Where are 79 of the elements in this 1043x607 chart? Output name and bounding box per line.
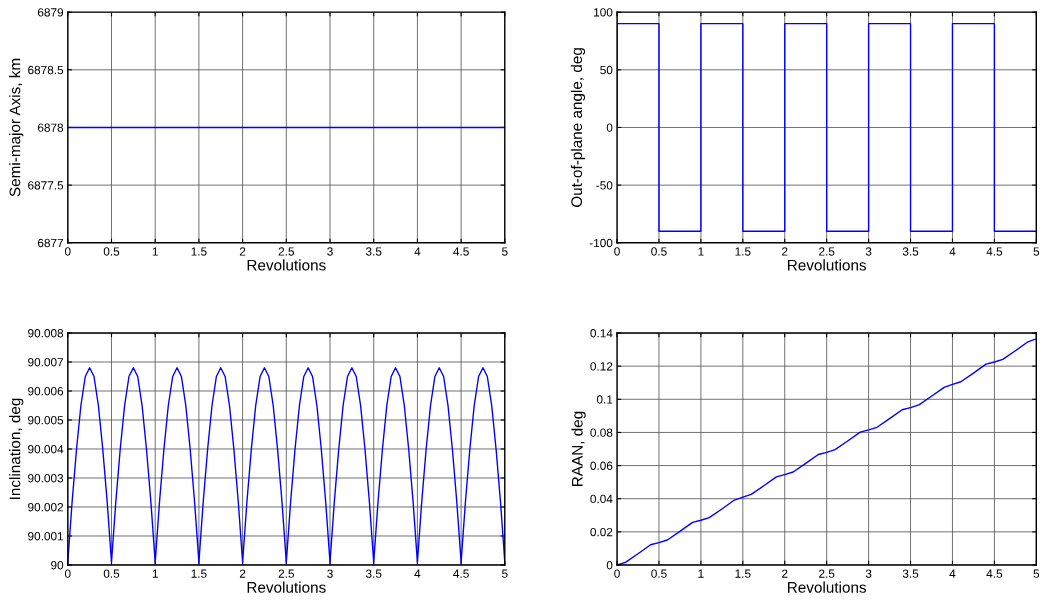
y-tick-label: 0.1	[596, 395, 613, 404]
x-tick-label: 3	[327, 569, 333, 578]
y-tick-label: 90.007	[28, 358, 64, 367]
y-tick-label: 0.12	[590, 362, 613, 371]
x-tick-label: 0	[64, 247, 71, 256]
x-tick-label: 4	[414, 247, 421, 256]
x-axis-title: Revolutions	[247, 581, 326, 593]
x-axis-title: Revolutions	[788, 259, 867, 271]
y-tick-label: 0.02	[590, 527, 613, 537]
x-tick-label: 4.5	[453, 569, 469, 578]
x-tick-label: 5	[1033, 569, 1040, 578]
y-tick-label: 6877.5	[28, 181, 64, 190]
x-tick-label: 3	[865, 247, 872, 256]
x-tick-label: 1.5	[735, 569, 751, 578]
x-tick-label: 3.5	[365, 569, 382, 578]
x-axis-title: Revolutions	[247, 259, 326, 271]
y-axis-title: Inclination, deg	[9, 398, 24, 499]
x-tick-label: 0.5	[651, 247, 667, 256]
y-tick-label: -50	[596, 181, 613, 190]
y-tick-label: 0.06	[590, 461, 613, 470]
x-tick-label: 3	[327, 247, 333, 256]
y-tick-label: -100	[589, 238, 613, 248]
x-tick-label: 5	[502, 569, 508, 578]
y-tick-label: 50	[600, 65, 613, 75]
y-tick-label: 6878.5	[28, 65, 64, 75]
x-tick-label: 2.5	[278, 247, 295, 256]
x-tick-label: 4	[949, 247, 956, 256]
x-tick-label: 5	[502, 247, 508, 256]
y-tick-label: 90.005	[28, 416, 64, 425]
x-axis-title: Revolutions	[788, 581, 867, 593]
y-tick-label: 100	[594, 8, 613, 17]
x-tick-label: 5	[1033, 247, 1040, 256]
x-tick-label: 2	[239, 247, 246, 256]
y-tick-label: 90.002	[28, 503, 64, 512]
y-tick-label: 0.14	[590, 329, 613, 338]
y-axis-title: Semi-major Axis, km	[9, 58, 24, 197]
x-tick-label: 0	[64, 569, 71, 578]
y-tick-label: 90.001	[28, 532, 64, 541]
y-tick-label: 90.008	[28, 329, 64, 338]
x-tick-label: 4	[414, 569, 421, 578]
x-tick-label: 1	[152, 247, 158, 256]
x-tick-label: 4	[949, 569, 956, 578]
y-tick-label: 6879	[37, 8, 64, 17]
y-tick-label: 0	[606, 561, 613, 570]
x-tick-label: 1	[152, 569, 158, 578]
x-tick-label: 3.5	[902, 569, 919, 578]
x-tick-label: 0	[614, 569, 620, 578]
x-tick-label: 1	[698, 247, 704, 256]
x-tick-label: 3.5	[902, 247, 919, 256]
y-axis-title: Out-of-plane angle, deg	[570, 48, 586, 207]
x-tick-label: 2	[239, 569, 246, 578]
y-tick-label: 90.004	[28, 445, 64, 454]
y-axis-title: RAAN, deg	[571, 411, 586, 486]
x-tick-label: 1.5	[735, 247, 751, 256]
x-tick-label: 4.5	[453, 247, 469, 256]
x-tick-label: 1	[698, 569, 704, 578]
x-tick-label: 1.5	[191, 569, 207, 578]
x-tick-label: 2.5	[819, 569, 835, 578]
y-tick-label: 90.006	[28, 387, 64, 396]
x-tick-label: 2	[782, 569, 788, 578]
x-tick-label: 2	[782, 247, 788, 256]
x-tick-label: 4.5	[986, 569, 1003, 578]
x-tick-label: 0	[614, 247, 620, 256]
x-tick-label: 1.5	[191, 247, 207, 256]
y-tick-label: 6878	[37, 123, 64, 132]
x-tick-label: 2.5	[819, 247, 835, 256]
y-tick-label: 0	[606, 123, 613, 132]
x-tick-label: 2.5	[278, 569, 295, 578]
x-tick-label: 0.5	[103, 569, 120, 578]
x-tick-label: 3	[865, 569, 872, 578]
x-tick-label: 3.5	[365, 247, 382, 256]
x-tick-label: 4.5	[986, 247, 1003, 256]
y-tick-label: 90	[51, 561, 64, 570]
y-tick-label: 90.003	[28, 474, 64, 483]
y-tick-label: 0.08	[590, 428, 613, 437]
y-tick-label: 0.04	[590, 494, 613, 504]
x-tick-label: 0.5	[651, 569, 667, 578]
x-tick-label: 0.5	[103, 247, 120, 256]
y-tick-label: 6877	[37, 238, 64, 248]
